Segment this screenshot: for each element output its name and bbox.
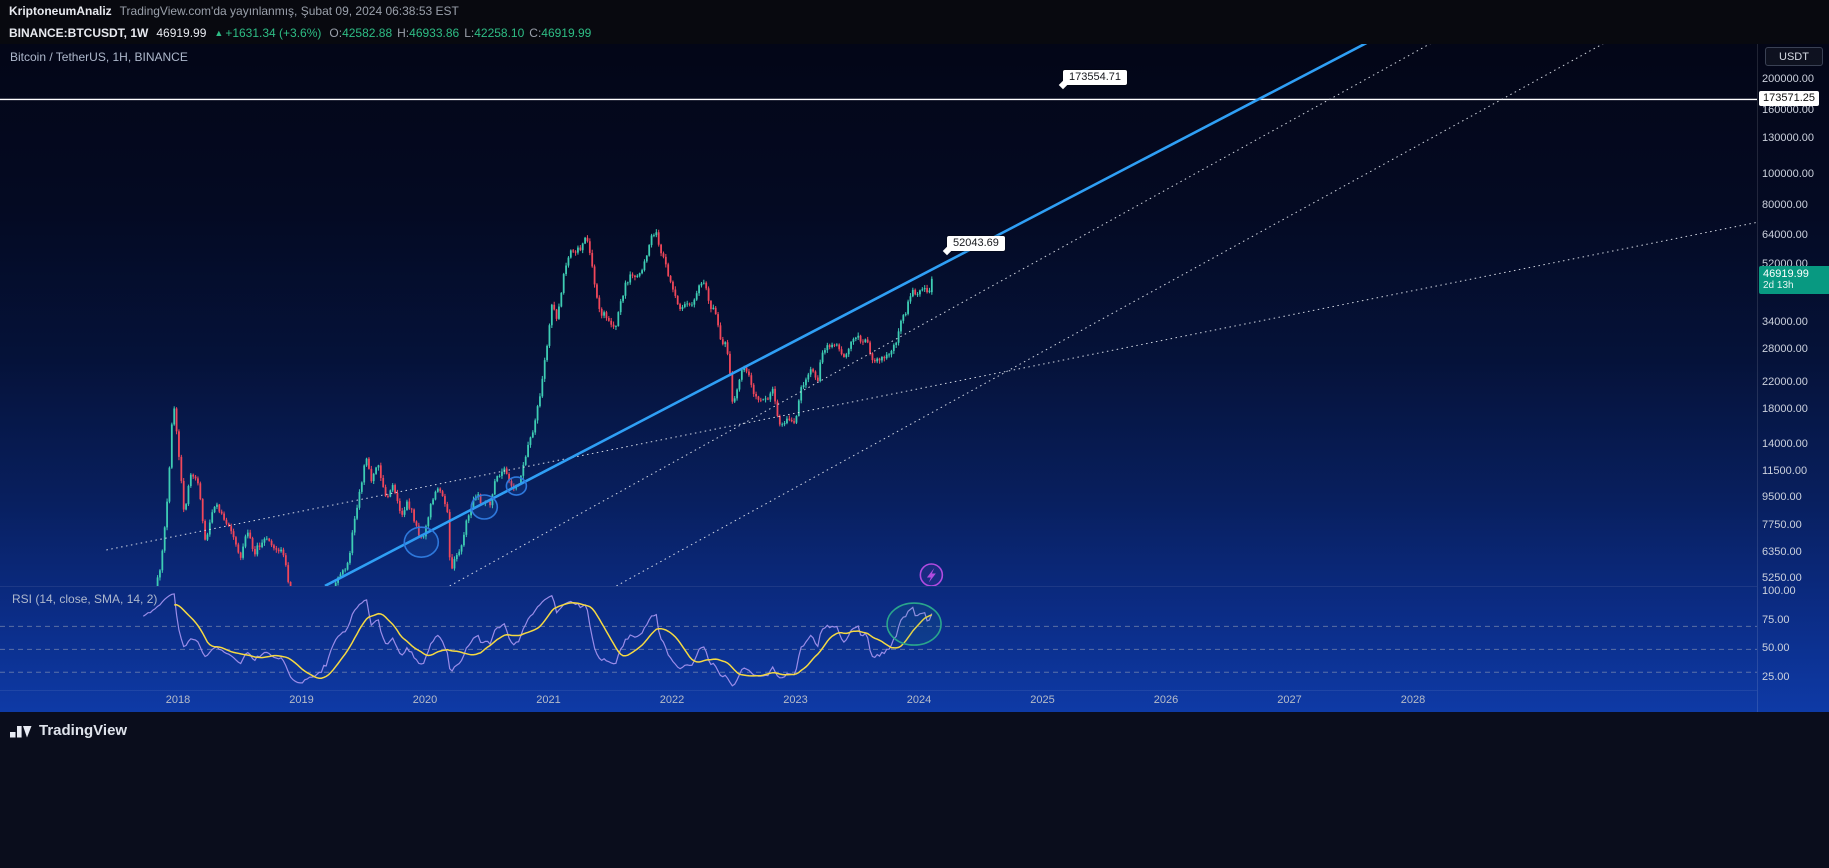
last-price-value: 46919.99 xyxy=(1763,267,1809,280)
price-tick: 6350.00 xyxy=(1762,546,1802,559)
open-value: 42582.88 xyxy=(342,26,393,40)
year-tick: 2028 xyxy=(1400,694,1426,706)
currency-toggle-button[interactable]: USDT xyxy=(1765,47,1823,66)
price-tick: 200000.00 xyxy=(1762,73,1814,85)
author-link[interactable]: KriptoneumAnaliz xyxy=(9,4,112,18)
year-tick: 2025 xyxy=(1030,694,1055,706)
rsi-indicator-label[interactable]: RSI (14, close, SMA, 14, 2) xyxy=(12,592,158,606)
rsi-tick: 75.00 xyxy=(1762,613,1790,626)
last-price-axis-badge: 46919.99 2d 13h xyxy=(1759,265,1829,294)
year-tick: 2018 xyxy=(165,694,191,706)
bottom-strip xyxy=(0,712,1829,868)
price-callout-top-target[interactable]: 173554.71 xyxy=(1063,70,1127,86)
year-tick: 2026 xyxy=(1153,694,1179,706)
price-tick: 7750.00 xyxy=(1762,518,1802,531)
price-tick: 28000.00 xyxy=(1762,342,1808,355)
price-axis[interactable]: 200000.00 160000.00 130000.00 100000.00 8000… xyxy=(1757,44,1829,586)
up-arrow-icon: ▲ xyxy=(214,28,224,38)
chart-legend[interactable]: Bitcoin / TetherUS, 1H, BINANCE xyxy=(10,50,188,64)
price-tick: 22000.00 xyxy=(1762,375,1808,388)
last-price: 46919.99 xyxy=(156,26,207,40)
rsi-axis[interactable]: 100.00 75.00 50.00 25.00 xyxy=(1757,585,1829,690)
tradingview-logo[interactable]: TradingView xyxy=(10,722,127,739)
pane-separator[interactable] xyxy=(0,586,1757,587)
level-price-axis-badge: 173571.25 xyxy=(1759,91,1819,107)
price-tick: 9500.00 xyxy=(1762,490,1802,503)
year-tick: 2022 xyxy=(659,694,685,706)
price-tick: 11500.00 xyxy=(1762,464,1808,477)
high-value: 46933.86 xyxy=(409,26,460,40)
meta-bar: KriptoneumAnaliz TradingView.com'da yayı… xyxy=(0,0,1829,22)
price-tick: 14000.00 xyxy=(1762,437,1808,450)
close-label: C: xyxy=(529,26,542,40)
year-tick: 2021 xyxy=(536,694,561,706)
symbol-bar: BINANCE:BTCUSDT, 1W 46919.99 ▲ +1631.34 … xyxy=(0,22,1829,44)
rsi-tick: 25.00 xyxy=(1762,671,1790,683)
time-axis-separator xyxy=(0,690,1757,691)
tradingview-logo-text: TradingView xyxy=(39,722,128,739)
price-tick: 64000.00 xyxy=(1762,229,1808,242)
price-tick: 160000.00 xyxy=(1762,103,1814,116)
price-axis-divider xyxy=(1757,44,1758,712)
price-callout-trendline[interactable]: 52043.69 xyxy=(947,236,1005,251)
year-tick: 2020 xyxy=(412,694,438,706)
price-tick: 100000.00 xyxy=(1762,168,1814,181)
price-tick: 5250.00 xyxy=(1762,572,1802,585)
low-value: 42258.10 xyxy=(474,26,525,40)
close-value: 46919.99 xyxy=(541,26,592,40)
price-change: +1631.34 (+3.6%) xyxy=(225,26,322,40)
high-label: H: xyxy=(397,26,410,40)
year-tick: 2027 xyxy=(1277,694,1302,706)
low-label: L: xyxy=(464,26,475,40)
rsi-tick: 100.00 xyxy=(1762,585,1796,597)
year-tick: 2024 xyxy=(906,694,932,706)
year-tick: 2023 xyxy=(783,694,808,706)
year-tick: 2019 xyxy=(289,694,314,706)
price-tick: 34000.00 xyxy=(1762,316,1808,329)
open-label: O: xyxy=(329,26,343,40)
symbol-title[interactable]: BINANCE:BTCUSDT, 1W xyxy=(9,26,149,40)
rsi-tick: 50.00 xyxy=(1762,642,1790,655)
price-tick: 18000.00 xyxy=(1762,403,1808,416)
price-tick: 130000.00 xyxy=(1762,132,1814,145)
bar-countdown: 2d 13h xyxy=(1763,279,1794,291)
time-axis[interactable]: 2018 2019 2020 2021 2022 2023 2024 2025 2026 2027… xyxy=(0,690,1757,712)
price-tick: 80000.00 xyxy=(1762,198,1808,211)
tradingview-logo-icon xyxy=(10,725,32,737)
published-info: TradingView.com'da yayınlanmış, Şubat 09… xyxy=(119,4,459,18)
